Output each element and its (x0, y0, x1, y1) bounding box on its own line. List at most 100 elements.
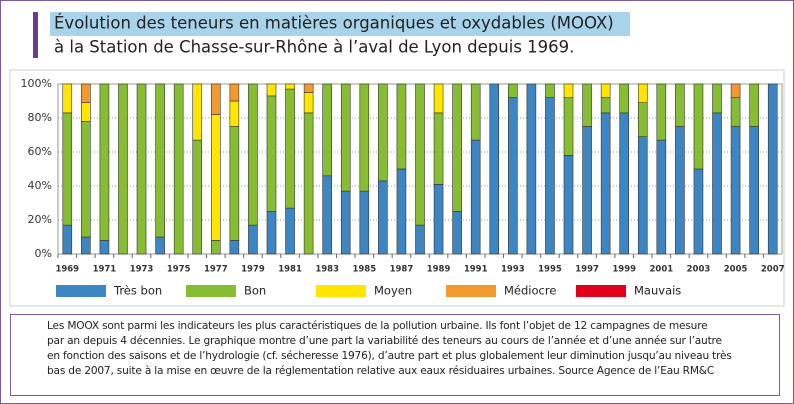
bar-segment (600, 97, 611, 114)
x-tick-label: 2001 (649, 265, 673, 275)
bar-segment (433, 184, 444, 255)
bar-segment (749, 83, 759, 127)
bar-segment (266, 211, 277, 255)
chart-title: Évolution des teneurs en matières organi… (54, 14, 614, 33)
x-tick-label: 1975 (167, 265, 191, 275)
bar-segment (192, 139, 203, 255)
y-tick-label: 20% (28, 213, 52, 226)
bar-segment (81, 236, 91, 255)
x-tick-label: 1989 (427, 265, 451, 275)
bar-segment (248, 224, 258, 255)
bar-segment (210, 114, 221, 241)
bar-segment (62, 83, 73, 114)
bar-segment (62, 112, 73, 226)
bar-segment (378, 83, 388, 182)
bar-segment (563, 155, 574, 255)
bar-segment (229, 126, 240, 241)
bar-segment (693, 168, 704, 255)
caption-line: par an depuis 4 décennies. Le graphique … (47, 335, 722, 347)
chart-title: à la Station de Chasse-sur-Rhône à l’ava… (54, 38, 574, 57)
x-tick-label: 1985 (352, 265, 376, 275)
bar-segment (248, 83, 258, 226)
bar-segment (545, 97, 555, 255)
bar-segment (470, 139, 481, 255)
bar-segment (322, 175, 332, 255)
x-tick-label: 2003 (687, 265, 711, 275)
y-tick-label: 60% (28, 145, 52, 158)
bar-segment (489, 83, 500, 255)
chart: Évolution des teneurs en matières organi… (9, 12, 785, 307)
bar-segment (675, 83, 685, 127)
bar-segment (637, 102, 648, 137)
bar-segment (656, 139, 667, 255)
x-tick-label: 1979 (241, 265, 265, 275)
bar-segment (359, 190, 370, 255)
bar-segment (62, 224, 73, 255)
legend-label: Très bon (113, 284, 162, 298)
bar-segment (693, 83, 704, 170)
bar-segment (600, 112, 611, 255)
bar-segment (118, 83, 128, 255)
bar-segment (433, 83, 444, 114)
bar-segment (266, 95, 277, 212)
bar-segment (637, 136, 648, 255)
caption-line: bas de 2007, suite à la mise en œuvre de… (47, 365, 715, 377)
bar-segment (600, 83, 611, 98)
legend-swatch (446, 285, 496, 297)
bar-segment (136, 83, 147, 255)
x-tick-label: 1977 (204, 265, 228, 275)
bar-segment (749, 126, 759, 255)
bar-segment (730, 126, 741, 255)
bar-segment (508, 83, 518, 98)
bar-segment (173, 83, 184, 255)
y-tick-label: 100% (21, 77, 52, 90)
bar-segment (285, 88, 295, 209)
bar-segment (730, 97, 741, 127)
legend-swatch (56, 285, 106, 297)
bar-segment (210, 83, 221, 115)
bar-segment (81, 102, 91, 122)
bar-segment (675, 126, 685, 255)
bar-segment (563, 97, 574, 156)
bar-segment (303, 112, 314, 255)
x-tick-label: 1995 (538, 265, 562, 275)
bar-segment (229, 100, 240, 127)
bar-segment (285, 83, 295, 90)
bar-segment (470, 83, 481, 141)
x-tick-label: 1997 (575, 265, 599, 275)
bar-segment (730, 83, 741, 98)
bar-segment (396, 168, 407, 255)
bar-segment (563, 83, 574, 98)
y-tick-label: 40% (28, 179, 52, 192)
bar-segment (415, 224, 425, 255)
bar-segment (229, 83, 240, 102)
bar-segment (266, 83, 277, 97)
x-tick-label: 1999 (612, 265, 636, 275)
bar-segment (155, 236, 165, 255)
bar-segment (155, 83, 165, 238)
bar-segment (508, 97, 518, 255)
bar-segment (545, 83, 555, 98)
title-accent (33, 12, 38, 58)
bar-segment (303, 92, 314, 114)
bar-segment (637, 83, 648, 104)
legend-label: Mauvais (634, 284, 681, 298)
x-tick-label: 2005 (724, 265, 748, 275)
bar-segment (359, 83, 370, 192)
bar-segment (582, 126, 592, 255)
bar-segment (415, 83, 425, 226)
x-tick-label: 1973 (130, 265, 154, 275)
x-tick-label: 1983 (315, 265, 339, 275)
legend-label: Moyen (374, 284, 412, 298)
bar-segment (378, 180, 388, 255)
bar-segment (81, 121, 91, 238)
caption: Les MOOX sont parmi les indicateurs les … (10, 314, 780, 396)
y-tick-label: 0% (35, 247, 52, 260)
y-tick-label: 80% (28, 111, 52, 124)
bar-segment (712, 112, 722, 255)
x-tick-label: 1981 (278, 265, 302, 275)
bar-segment (322, 83, 332, 177)
bar-segment (192, 83, 203, 141)
x-tick-label: 1969 (55, 265, 79, 275)
x-tick-label: 1987 (390, 265, 414, 275)
